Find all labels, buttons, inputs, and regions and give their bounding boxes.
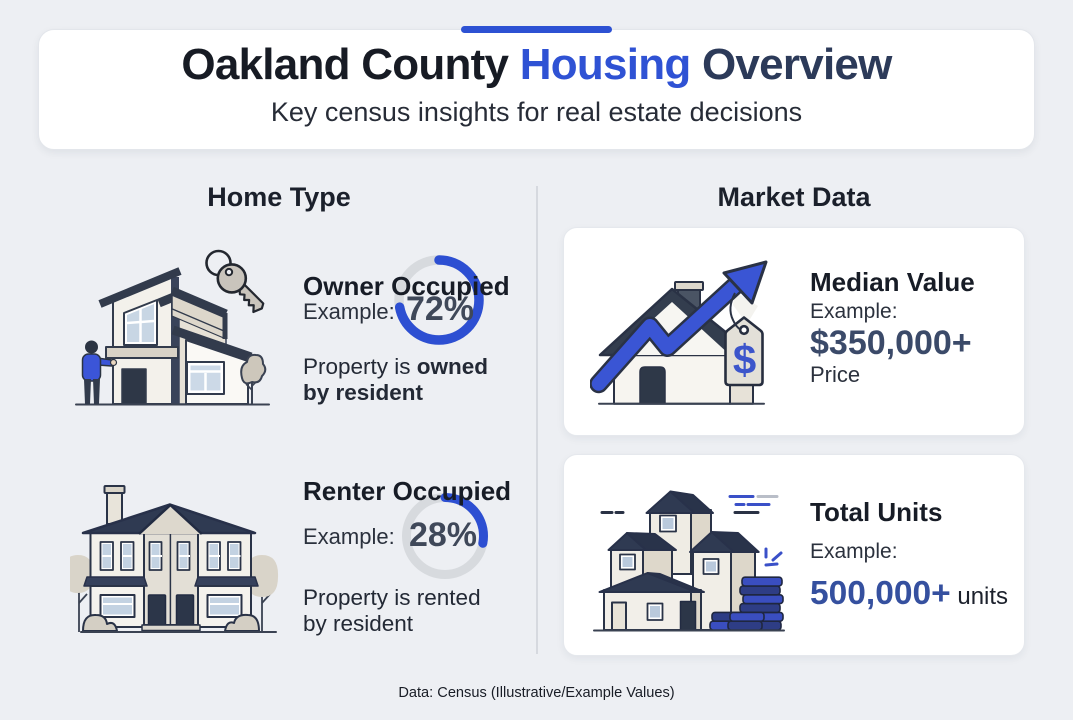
svg-text:$: $ (733, 336, 756, 383)
